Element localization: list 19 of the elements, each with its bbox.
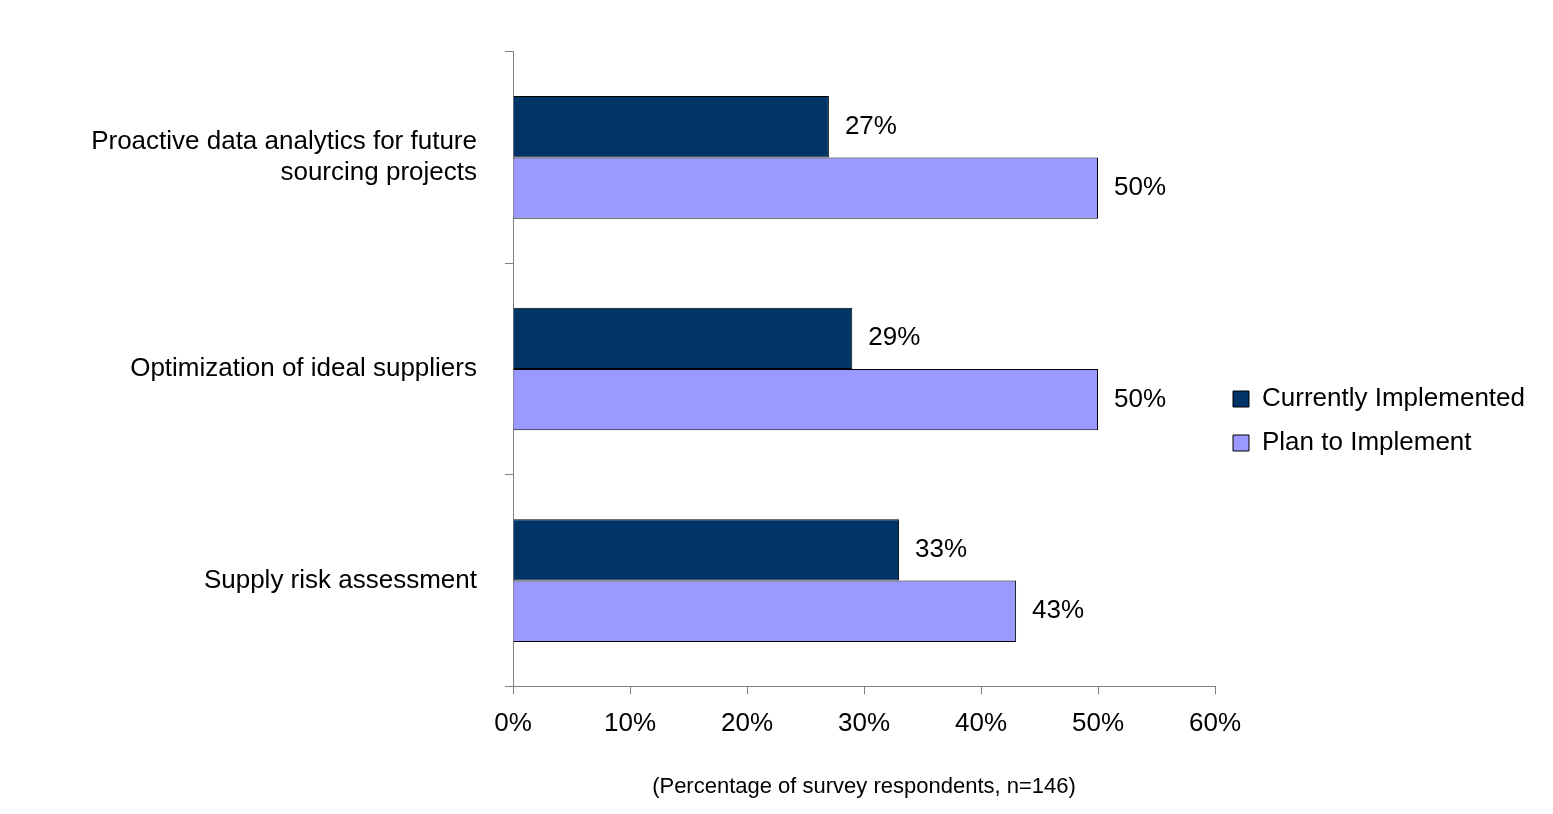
- x-tick-label: 30%: [837, 707, 891, 738]
- data-label: 50%: [1114, 171, 1167, 202]
- data-label: 29%: [868, 321, 921, 352]
- y-tick-label: Proactive data analytics for future sourcing projects: [91, 124, 477, 187]
- x-tick-label: 60%: [1188, 707, 1242, 738]
- x-tick-label: 20%: [720, 707, 774, 738]
- x-tick-label: 10%: [603, 707, 657, 738]
- y-tick-label: Supply risk assessment: [203, 563, 478, 594]
- legend-label: Currently Implemented: [1262, 382, 1525, 413]
- x-tick-label: 50%: [1071, 707, 1125, 738]
- x-tick-label: 40%: [954, 707, 1008, 738]
- data-label: 43%: [1032, 594, 1085, 625]
- data-label: 50%: [1114, 382, 1167, 413]
- y-tick-label: Optimization of ideal suppliers: [130, 352, 477, 383]
- x-axis-title: (Percentage of survey respondents, n=146): [652, 772, 1076, 798]
- data-label: 33%: [915, 533, 968, 564]
- data-label: 27%: [844, 109, 897, 140]
- legend-label: Plan to Implement: [1262, 426, 1473, 457]
- x-tick-label: 0%: [494, 707, 532, 738]
